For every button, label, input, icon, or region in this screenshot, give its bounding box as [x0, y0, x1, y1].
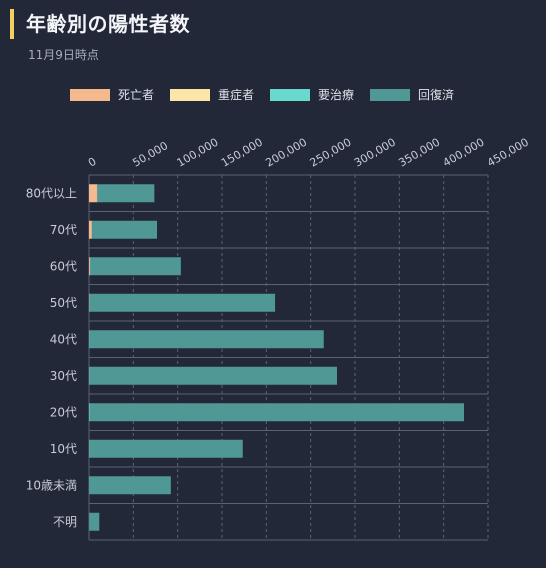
y-category-label: 20代: [50, 405, 77, 419]
x-tick-label: 250,000: [308, 136, 354, 170]
legend-item-0: 死亡者: [70, 86, 154, 103]
bar-3: [92, 220, 158, 239]
x-tick-label: 400,000: [441, 136, 487, 170]
y-category-label: 40代: [50, 332, 77, 346]
y-category-label: 30代: [50, 369, 77, 383]
legend-label: 重症者: [218, 88, 255, 102]
legend-swatch: [70, 88, 110, 101]
bar-3: [89, 476, 171, 495]
x-tick-label: 100,000: [175, 136, 221, 170]
legend-label: 要治療: [318, 88, 355, 102]
title-accent-bar: [10, 9, 14, 39]
bar-2: [89, 403, 90, 422]
x-tick-label: 300,000: [352, 136, 398, 170]
legend-swatch: [170, 88, 211, 101]
x-tick-label: 50,000: [130, 139, 170, 170]
legend-swatch: [270, 88, 311, 101]
x-tick-label: 0: [86, 155, 99, 170]
bar-3: [89, 512, 100, 531]
y-category-label: 10歳未満: [26, 478, 77, 492]
y-category-label: 不明: [53, 515, 77, 529]
x-tick-label: 200,000: [263, 136, 309, 170]
bar-0: [89, 257, 90, 276]
bar-0: [89, 220, 92, 239]
y-category-label: 60代: [50, 259, 77, 273]
legend-item-2: 要治療: [270, 86, 354, 103]
legend-swatch: [370, 88, 411, 101]
legend-label: 回復済: [418, 88, 455, 102]
bar-3: [90, 257, 181, 276]
bar-3: [89, 366, 337, 385]
bar-2: [89, 330, 90, 349]
y-category-label: 80代以上: [26, 186, 77, 200]
legend-label: 死亡者: [118, 88, 155, 102]
page-title: 年齢別の陽性者数: [26, 12, 190, 36]
legend-item-3: 回復済: [370, 86, 454, 103]
bar-3: [97, 184, 155, 203]
y-category-label: 10代: [50, 442, 77, 456]
chart-legend: 死亡者 重症者 要治療 回復済: [70, 86, 470, 103]
x-tick-label: 350,000: [396, 136, 442, 170]
y-category-label: 70代: [50, 223, 77, 237]
x-tick-label: 150,000: [219, 136, 265, 170]
bar-3: [89, 330, 324, 349]
page-subtitle: 11月9日時点: [28, 48, 99, 62]
bar-3: [89, 439, 243, 458]
legend-item-1: 重症者: [170, 86, 254, 103]
bar-3: [89, 293, 276, 312]
bar-2: [89, 366, 90, 385]
x-tick-label: 450,000: [485, 136, 531, 170]
bar-3: [89, 403, 465, 422]
bar-0: [89, 184, 97, 203]
y-category-label: 50代: [50, 296, 77, 310]
